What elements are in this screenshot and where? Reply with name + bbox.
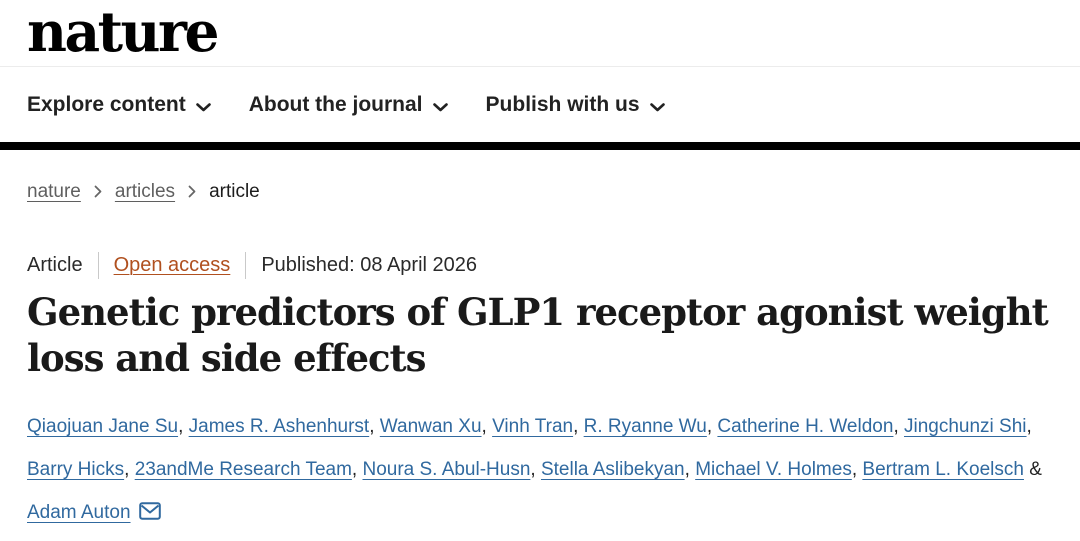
breadcrumb-current-article: article bbox=[209, 181, 260, 202]
site-header: nature Explore content About the journal… bbox=[0, 0, 1080, 150]
logo-row: nature bbox=[0, 0, 1080, 67]
meta-divider bbox=[97, 252, 99, 279]
author-separator: , bbox=[684, 458, 696, 480]
chevron-down-icon bbox=[432, 94, 448, 118]
nav-item-label: About the journal bbox=[248, 92, 423, 116]
chevron-right-icon bbox=[188, 182, 196, 204]
author-separator: , bbox=[1026, 415, 1032, 437]
header-divider-bar bbox=[0, 142, 1080, 150]
author-link[interactable]: Bertram L. Koelsch bbox=[862, 458, 1024, 480]
envelope-icon[interactable] bbox=[138, 501, 161, 523]
chevron-down-icon bbox=[649, 94, 665, 118]
article-page: nature articles article Article Open acc… bbox=[0, 180, 1080, 534]
author-link[interactable]: Vinh Tran bbox=[492, 415, 574, 437]
main-nav: Explore content About the journal Publis… bbox=[0, 67, 1080, 142]
published-date: Published: 08 April 2026 bbox=[261, 254, 478, 276]
author-link[interactable]: Stella Aslibekyan bbox=[540, 458, 685, 480]
author-link[interactable]: James R. Ashenhurst bbox=[188, 415, 370, 437]
author-separator: , bbox=[178, 415, 189, 437]
nav-item-label: Explore content bbox=[27, 92, 186, 116]
chevron-right-icon bbox=[94, 182, 102, 204]
breadcrumb-link-articles[interactable]: articles bbox=[114, 181, 176, 202]
author-separator: , bbox=[124, 458, 135, 480]
breadcrumb: nature articles article bbox=[27, 180, 1053, 204]
meta-divider bbox=[245, 252, 247, 279]
author-separator: , bbox=[530, 458, 541, 480]
article-type-label: Article bbox=[27, 254, 83, 276]
nav-item-label: Publish with us bbox=[485, 92, 640, 116]
nav-about-the-journal[interactable]: About the journal bbox=[249, 92, 448, 118]
author-separator: , bbox=[573, 415, 584, 437]
author-separator: , bbox=[351, 458, 363, 480]
author-link[interactable]: R. Ryanne Wu bbox=[583, 415, 707, 437]
author-list: Qiaojuan Jane Su, James R. Ashenhurst, W… bbox=[27, 405, 1053, 534]
author-link[interactable]: Barry Hicks bbox=[27, 458, 125, 480]
author-link[interactable]: Jingchunzi Shi bbox=[904, 415, 1027, 437]
author-separator: , bbox=[706, 415, 718, 437]
author-link[interactable]: Catherine H. Weldon bbox=[717, 415, 894, 437]
nature-logo[interactable]: nature bbox=[27, 0, 220, 64]
nav-publish-with-us[interactable]: Publish with us bbox=[486, 92, 665, 118]
author-separator-ampersand: & bbox=[1023, 458, 1042, 480]
article-meta-row: Article Open access Published: 08 April … bbox=[27, 252, 1053, 279]
article-title: Genetic predictors of GLP1 receptor agon… bbox=[27, 290, 1049, 380]
author-separator: , bbox=[481, 415, 493, 437]
chevron-down-icon bbox=[195, 94, 211, 118]
author-separator: , bbox=[893, 415, 904, 437]
author-link[interactable]: Wanwan Xu bbox=[379, 415, 482, 437]
author-link[interactable]: Michael V. Holmes bbox=[695, 458, 852, 480]
author-link[interactable]: 23andMe Research Team bbox=[134, 458, 352, 480]
open-access-link[interactable]: Open access bbox=[113, 254, 231, 276]
author-link[interactable]: Adam Auton bbox=[27, 501, 131, 523]
author-separator: , bbox=[851, 458, 863, 480]
nav-explore-content[interactable]: Explore content bbox=[27, 92, 211, 118]
breadcrumb-link-nature[interactable]: nature bbox=[27, 181, 81, 202]
author-link[interactable]: Noura S. Abul-Husn bbox=[362, 458, 531, 480]
author-separator: , bbox=[369, 415, 380, 437]
author-link[interactable]: Qiaojuan Jane Su bbox=[27, 415, 179, 437]
